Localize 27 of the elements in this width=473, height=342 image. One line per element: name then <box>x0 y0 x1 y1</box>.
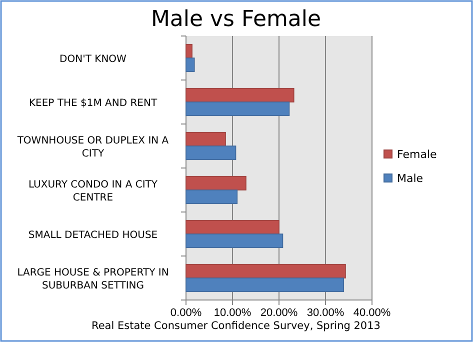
bar <box>186 278 344 292</box>
chart-title: Male vs Female <box>150 7 322 32</box>
bar <box>186 44 192 58</box>
bar <box>186 146 236 160</box>
x-tick-label: 10.00% <box>214 306 252 319</box>
y-tick-label: TOWNHOUSE OR DUPLEX IN A CITY <box>16 136 169 160</box>
x-tick-label: 0.00% <box>170 306 202 319</box>
bar <box>186 220 280 234</box>
bar <box>186 132 226 146</box>
legend-label: Male <box>397 172 424 185</box>
bar <box>186 102 290 116</box>
y-tick-label: SMALL DETACHED HOUSE <box>28 230 158 241</box>
bar <box>186 190 238 204</box>
x-tick-label: 40.00% <box>353 306 391 319</box>
y-tick-label: DON'T KNOW <box>60 54 127 65</box>
bar <box>186 176 246 190</box>
bar <box>186 264 346 278</box>
x-tick-label: 30.00% <box>306 306 344 319</box>
text: Real Estate Consumer Confidence Survey, Spring 2013 <box>92 320 380 332</box>
y-tick-label: KEEP THE $1M AND RENT <box>28 98 158 109</box>
bar <box>186 88 294 102</box>
y-tick-label: LARGE HOUSE & PROPERTY IN SUBURBAN SETTING <box>17 268 169 292</box>
bar <box>186 58 195 72</box>
y-tick-label: LUXURY CONDO IN A CITY CENTRE <box>28 180 158 204</box>
bar <box>186 234 284 248</box>
x-tick-label: 20.00% <box>260 306 298 319</box>
legend-label: Female <box>397 148 438 161</box>
